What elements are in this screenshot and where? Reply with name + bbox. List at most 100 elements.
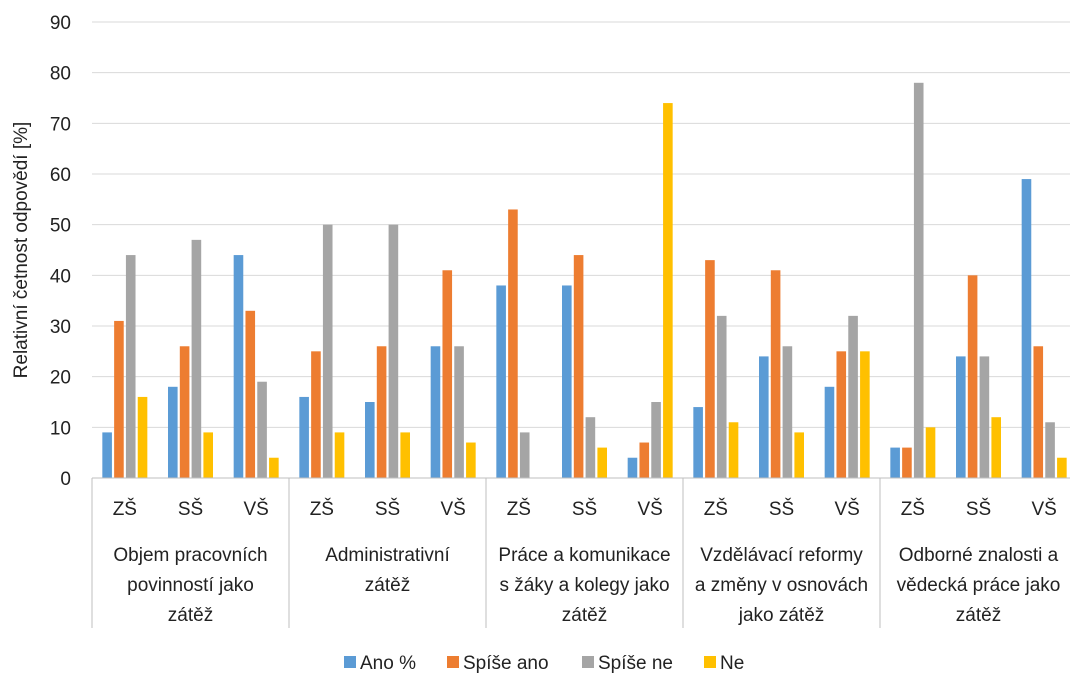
bars bbox=[102, 82, 1067, 479]
group-label-line: s žáky a kolegy jako bbox=[499, 575, 669, 596]
bar-sp-e-ano bbox=[179, 346, 190, 478]
bar-sp-e-ne bbox=[388, 224, 399, 478]
bar-ano- bbox=[759, 356, 769, 478]
bar-sp-e-ne bbox=[1045, 422, 1055, 478]
bar-sp-e-ano bbox=[245, 310, 256, 478]
bar-sp-e-ne bbox=[519, 432, 530, 478]
bar-ano- bbox=[430, 346, 441, 478]
bar-ne bbox=[400, 432, 410, 478]
bar-sp-e-ano bbox=[705, 260, 715, 478]
legend-label: Ano % bbox=[360, 653, 416, 674]
bar-ano- bbox=[562, 285, 572, 478]
bar-ano- bbox=[693, 407, 703, 478]
group-label-line: zátěž bbox=[562, 605, 607, 626]
legend-label: Spíše ano bbox=[463, 653, 549, 674]
y-tick-label: 0 bbox=[60, 469, 71, 490]
x-tick-label: VŠ bbox=[243, 498, 268, 520]
bar-sp-e-ano bbox=[902, 447, 912, 478]
group-label-line: zátěž bbox=[168, 605, 213, 626]
group-label-line: Vzdělávací reformy bbox=[700, 545, 863, 566]
group-label-line: Objem pracovních bbox=[113, 545, 267, 566]
bar-ne bbox=[663, 103, 673, 478]
bar-sp-e-ano bbox=[114, 320, 124, 478]
y-tick-label: 20 bbox=[50, 368, 71, 389]
bar-sp-e-ano bbox=[573, 255, 584, 478]
y-tick-label: 90 bbox=[50, 13, 71, 34]
gridlines bbox=[92, 21, 1070, 428]
bar-ano- bbox=[496, 285, 506, 478]
x-tick-label: ZŠ bbox=[507, 498, 531, 520]
x-tick-label: ZŠ bbox=[113, 498, 137, 520]
group-label-line: zátěž bbox=[956, 605, 1001, 626]
x-tick-label: ZŠ bbox=[704, 498, 728, 520]
bar-sp-e-ano bbox=[836, 351, 847, 478]
y-tick-label: 70 bbox=[50, 114, 71, 135]
legend-swatch bbox=[704, 656, 716, 668]
bar-sp-e-ne bbox=[322, 224, 333, 478]
bar-ano- bbox=[102, 432, 112, 478]
bar-ano- bbox=[824, 386, 835, 478]
bar-ne bbox=[728, 422, 739, 478]
legend-label: Ne bbox=[720, 653, 744, 674]
bar-sp-e-ano bbox=[639, 442, 650, 478]
bar-sp-e-ne bbox=[716, 315, 727, 478]
group-label-line: zátěž bbox=[365, 575, 410, 596]
x-tick-label: ZŠ bbox=[901, 498, 925, 520]
bar-ne bbox=[597, 447, 607, 478]
group-label-line: jako zátěž bbox=[738, 605, 825, 626]
y-axis-title: Relativní četnost odpovědí [%] bbox=[11, 122, 32, 379]
y-tick-label: 10 bbox=[50, 418, 71, 439]
bar-sp-e-ne bbox=[257, 381, 267, 478]
group-label-line: Odborné znalosti a bbox=[899, 545, 1059, 566]
legend-swatch bbox=[582, 656, 594, 668]
bar-sp-e-ne bbox=[979, 356, 990, 478]
bar-ano- bbox=[299, 396, 309, 478]
bar-sp-e-ne bbox=[651, 402, 661, 478]
x-tick-label: SŠ bbox=[375, 498, 400, 520]
bar-sp-e-ne bbox=[125, 255, 136, 478]
bar-ne bbox=[334, 432, 345, 478]
x-tick-label: VŠ bbox=[834, 498, 859, 520]
bar-sp-e-ano bbox=[967, 275, 978, 478]
y-tick-label: 30 bbox=[50, 317, 71, 338]
labels: Relativní četnost odpovědí [%] 0 10 20 30 40… bbox=[11, 13, 1060, 626]
group-label-line: povinností jako bbox=[127, 575, 254, 596]
bar-ano- bbox=[233, 255, 244, 478]
group-label-line: vědecká práce jako bbox=[897, 575, 1061, 596]
bar-ano- bbox=[168, 386, 178, 478]
x-tick-label: SŠ bbox=[769, 498, 794, 520]
bar-sp-e-ne bbox=[585, 417, 596, 478]
group-label-line: Administrativní bbox=[325, 545, 450, 566]
bar-ne bbox=[203, 432, 213, 478]
legend-label: Spíše ne bbox=[598, 653, 673, 674]
bar-ne bbox=[925, 427, 936, 478]
y-tick-label: 50 bbox=[50, 216, 71, 237]
x-tick-label: SŠ bbox=[178, 498, 203, 520]
x-tick-label: VŠ bbox=[1031, 498, 1056, 520]
bar-ne bbox=[991, 417, 1001, 478]
bar-ne bbox=[860, 351, 870, 478]
x-tick-label: VŠ bbox=[440, 498, 465, 520]
legend: Ano % Spíše ano Spíše ne Ne bbox=[344, 653, 744, 674]
bar-sp-e-ne bbox=[191, 239, 202, 478]
bar-ne bbox=[466, 442, 476, 478]
bar-sp-e-ne bbox=[782, 346, 793, 478]
bar-sp-e-ano bbox=[508, 209, 518, 478]
bar-sp-e-ne bbox=[454, 346, 464, 478]
bar-ano- bbox=[890, 447, 900, 478]
legend-swatch bbox=[447, 656, 459, 668]
legend-swatch bbox=[344, 656, 356, 668]
x-tick-label: SŠ bbox=[572, 498, 597, 520]
bar-sp-e-ano bbox=[376, 346, 387, 478]
bar-ano- bbox=[365, 402, 375, 478]
bar-ano- bbox=[627, 457, 638, 478]
bar-sp-e-ano bbox=[1033, 346, 1044, 478]
bar-sp-e-ano bbox=[770, 270, 781, 478]
x-tick-label: SŠ bbox=[966, 498, 991, 520]
axes bbox=[91, 477, 1070, 628]
group-label-line: a změny v osnovách bbox=[695, 575, 868, 596]
bar-ne bbox=[1057, 457, 1067, 478]
group-label-line: Práce a komunikace bbox=[498, 545, 670, 566]
